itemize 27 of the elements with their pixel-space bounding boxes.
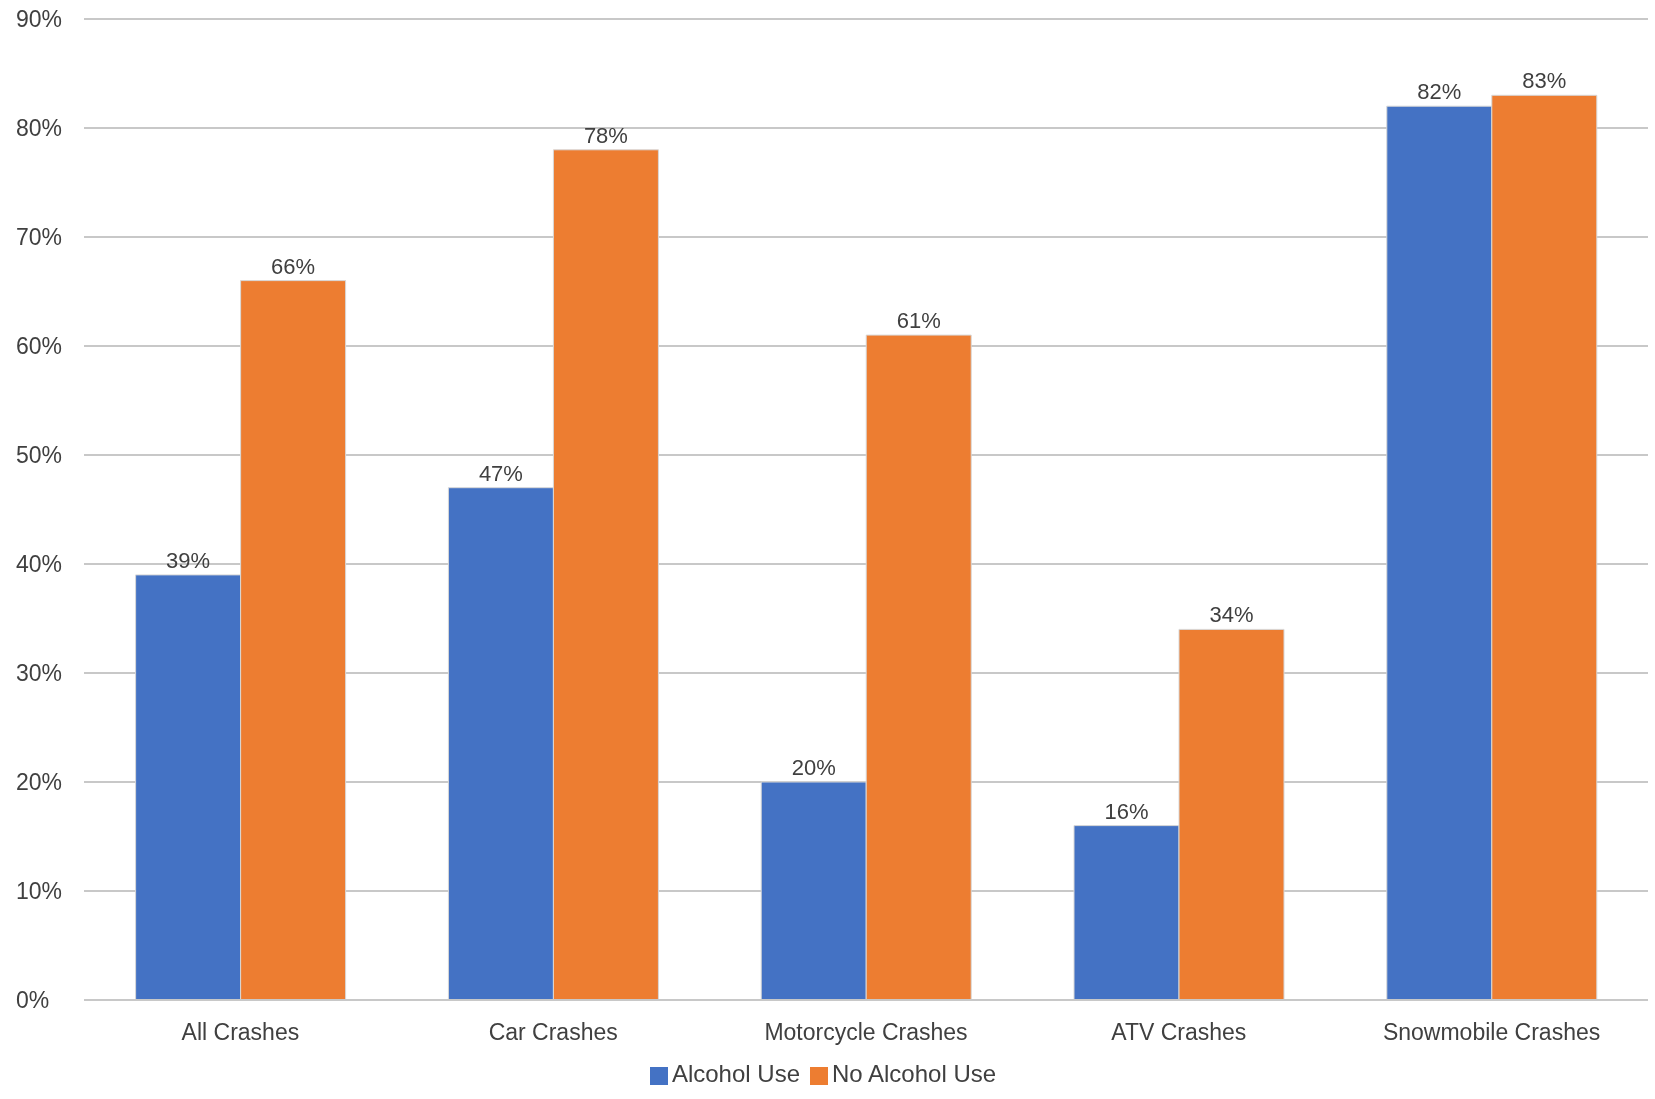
y-tick-label: 0% [16,987,50,1014]
y-tick-label: 20% [16,769,63,796]
data-label: 82% [1417,79,1462,105]
x-tick-label: Snowmobile Crashes [1382,1019,1601,1046]
data-label: 78% [583,122,628,148]
y-tick-label: 10% [16,878,63,905]
data-label: 66% [271,253,316,279]
y-tick-label: 70% [16,224,63,251]
y-tick-label: 50% [16,442,63,469]
data-label: 61% [896,308,941,334]
y-tick-label: 90% [16,6,63,33]
data-label: 16% [1104,798,1149,824]
x-tick-label: All Crashes [181,1019,300,1046]
y-tick-label: 60% [16,333,63,360]
y-tick-label: 80% [16,115,63,142]
y-tick-label: 30% [16,660,63,687]
legend-label: Alcohol Use [671,1060,800,1087]
data-label: 47% [478,460,523,486]
x-tick-label: ATV Crashes [1111,1019,1247,1046]
y-tick-label: 40% [16,551,63,578]
data-label: 39% [166,547,211,573]
data-label: 83% [1522,68,1567,94]
data-label: 20% [791,755,836,780]
legend-label: No Alcohol Use [831,1060,997,1087]
x-tick-label: Car Crashes [488,1019,618,1046]
data-label: 34% [1209,602,1254,628]
x-tick-label: Motorcycle Crashes [764,1019,968,1046]
